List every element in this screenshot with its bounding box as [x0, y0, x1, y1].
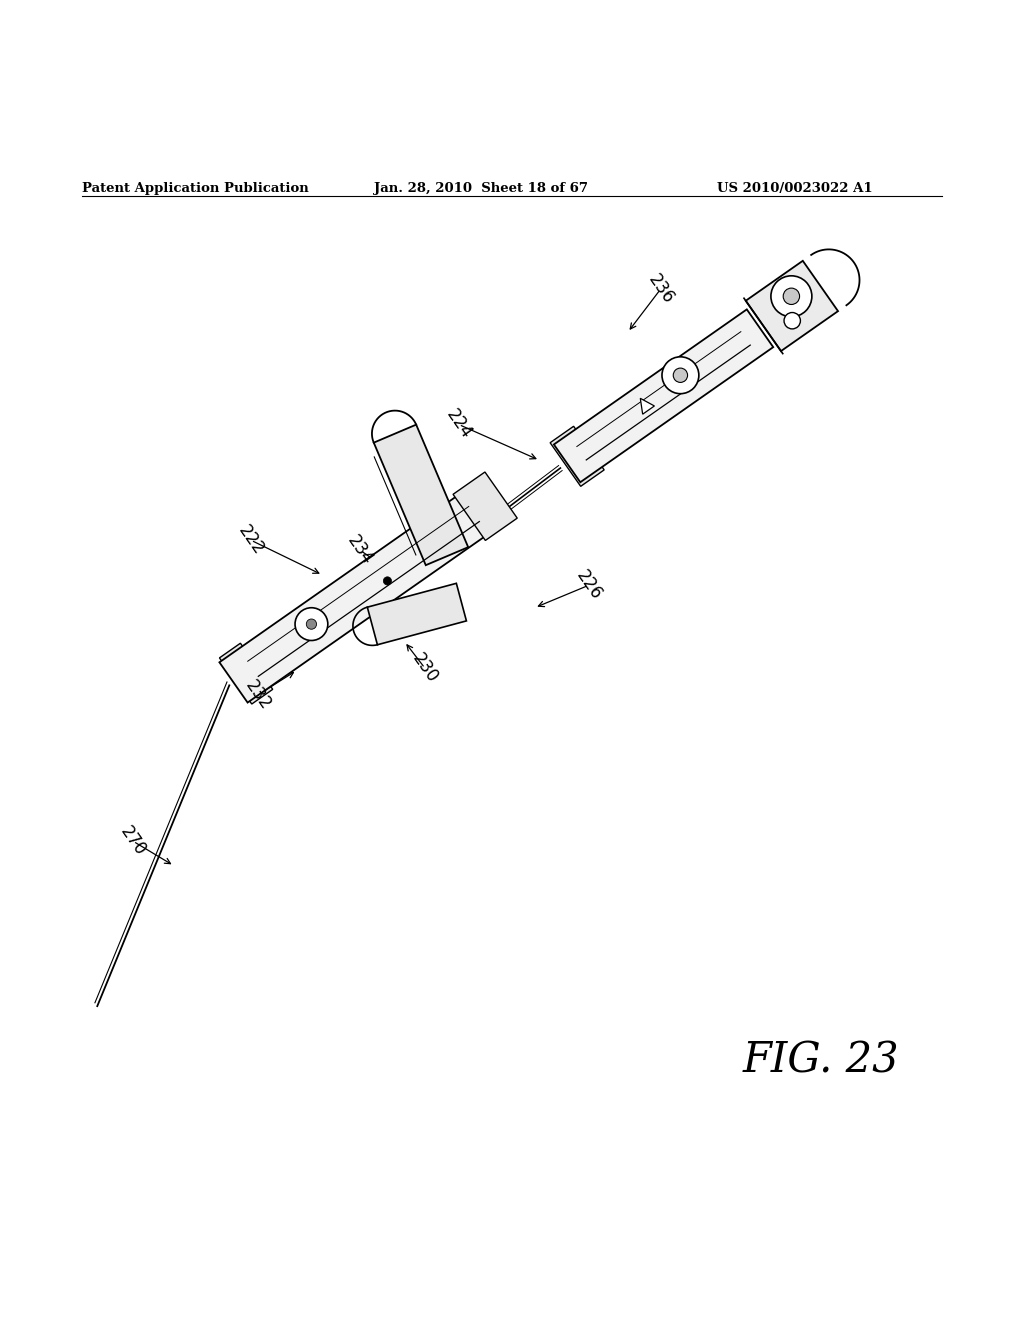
- Text: 236: 236: [644, 271, 677, 308]
- Text: 224: 224: [442, 407, 475, 442]
- Polygon shape: [368, 583, 466, 644]
- Text: 234: 234: [344, 532, 377, 569]
- Polygon shape: [453, 473, 517, 540]
- Circle shape: [783, 288, 800, 305]
- Circle shape: [383, 577, 391, 585]
- Text: 232: 232: [242, 677, 274, 713]
- Polygon shape: [745, 261, 838, 351]
- Text: 222: 222: [234, 521, 267, 558]
- Circle shape: [673, 368, 687, 383]
- Polygon shape: [640, 399, 654, 414]
- Text: 226: 226: [572, 568, 605, 603]
- Text: Jan. 28, 2010  Sheet 18 of 67: Jan. 28, 2010 Sheet 18 of 67: [374, 182, 588, 195]
- Polygon shape: [219, 480, 508, 702]
- Text: 270: 270: [117, 824, 150, 859]
- Polygon shape: [374, 425, 468, 565]
- Text: 230: 230: [409, 649, 441, 686]
- Circle shape: [771, 276, 812, 317]
- Polygon shape: [219, 643, 272, 704]
- Circle shape: [306, 619, 316, 630]
- Text: FIG. 23: FIG. 23: [742, 1040, 899, 1082]
- Text: US 2010/0023022 A1: US 2010/0023022 A1: [717, 182, 872, 195]
- Circle shape: [784, 313, 801, 329]
- Circle shape: [662, 356, 698, 393]
- Polygon shape: [550, 426, 604, 486]
- Text: Patent Application Publication: Patent Application Publication: [82, 182, 308, 195]
- Polygon shape: [554, 309, 773, 482]
- Circle shape: [295, 607, 328, 640]
